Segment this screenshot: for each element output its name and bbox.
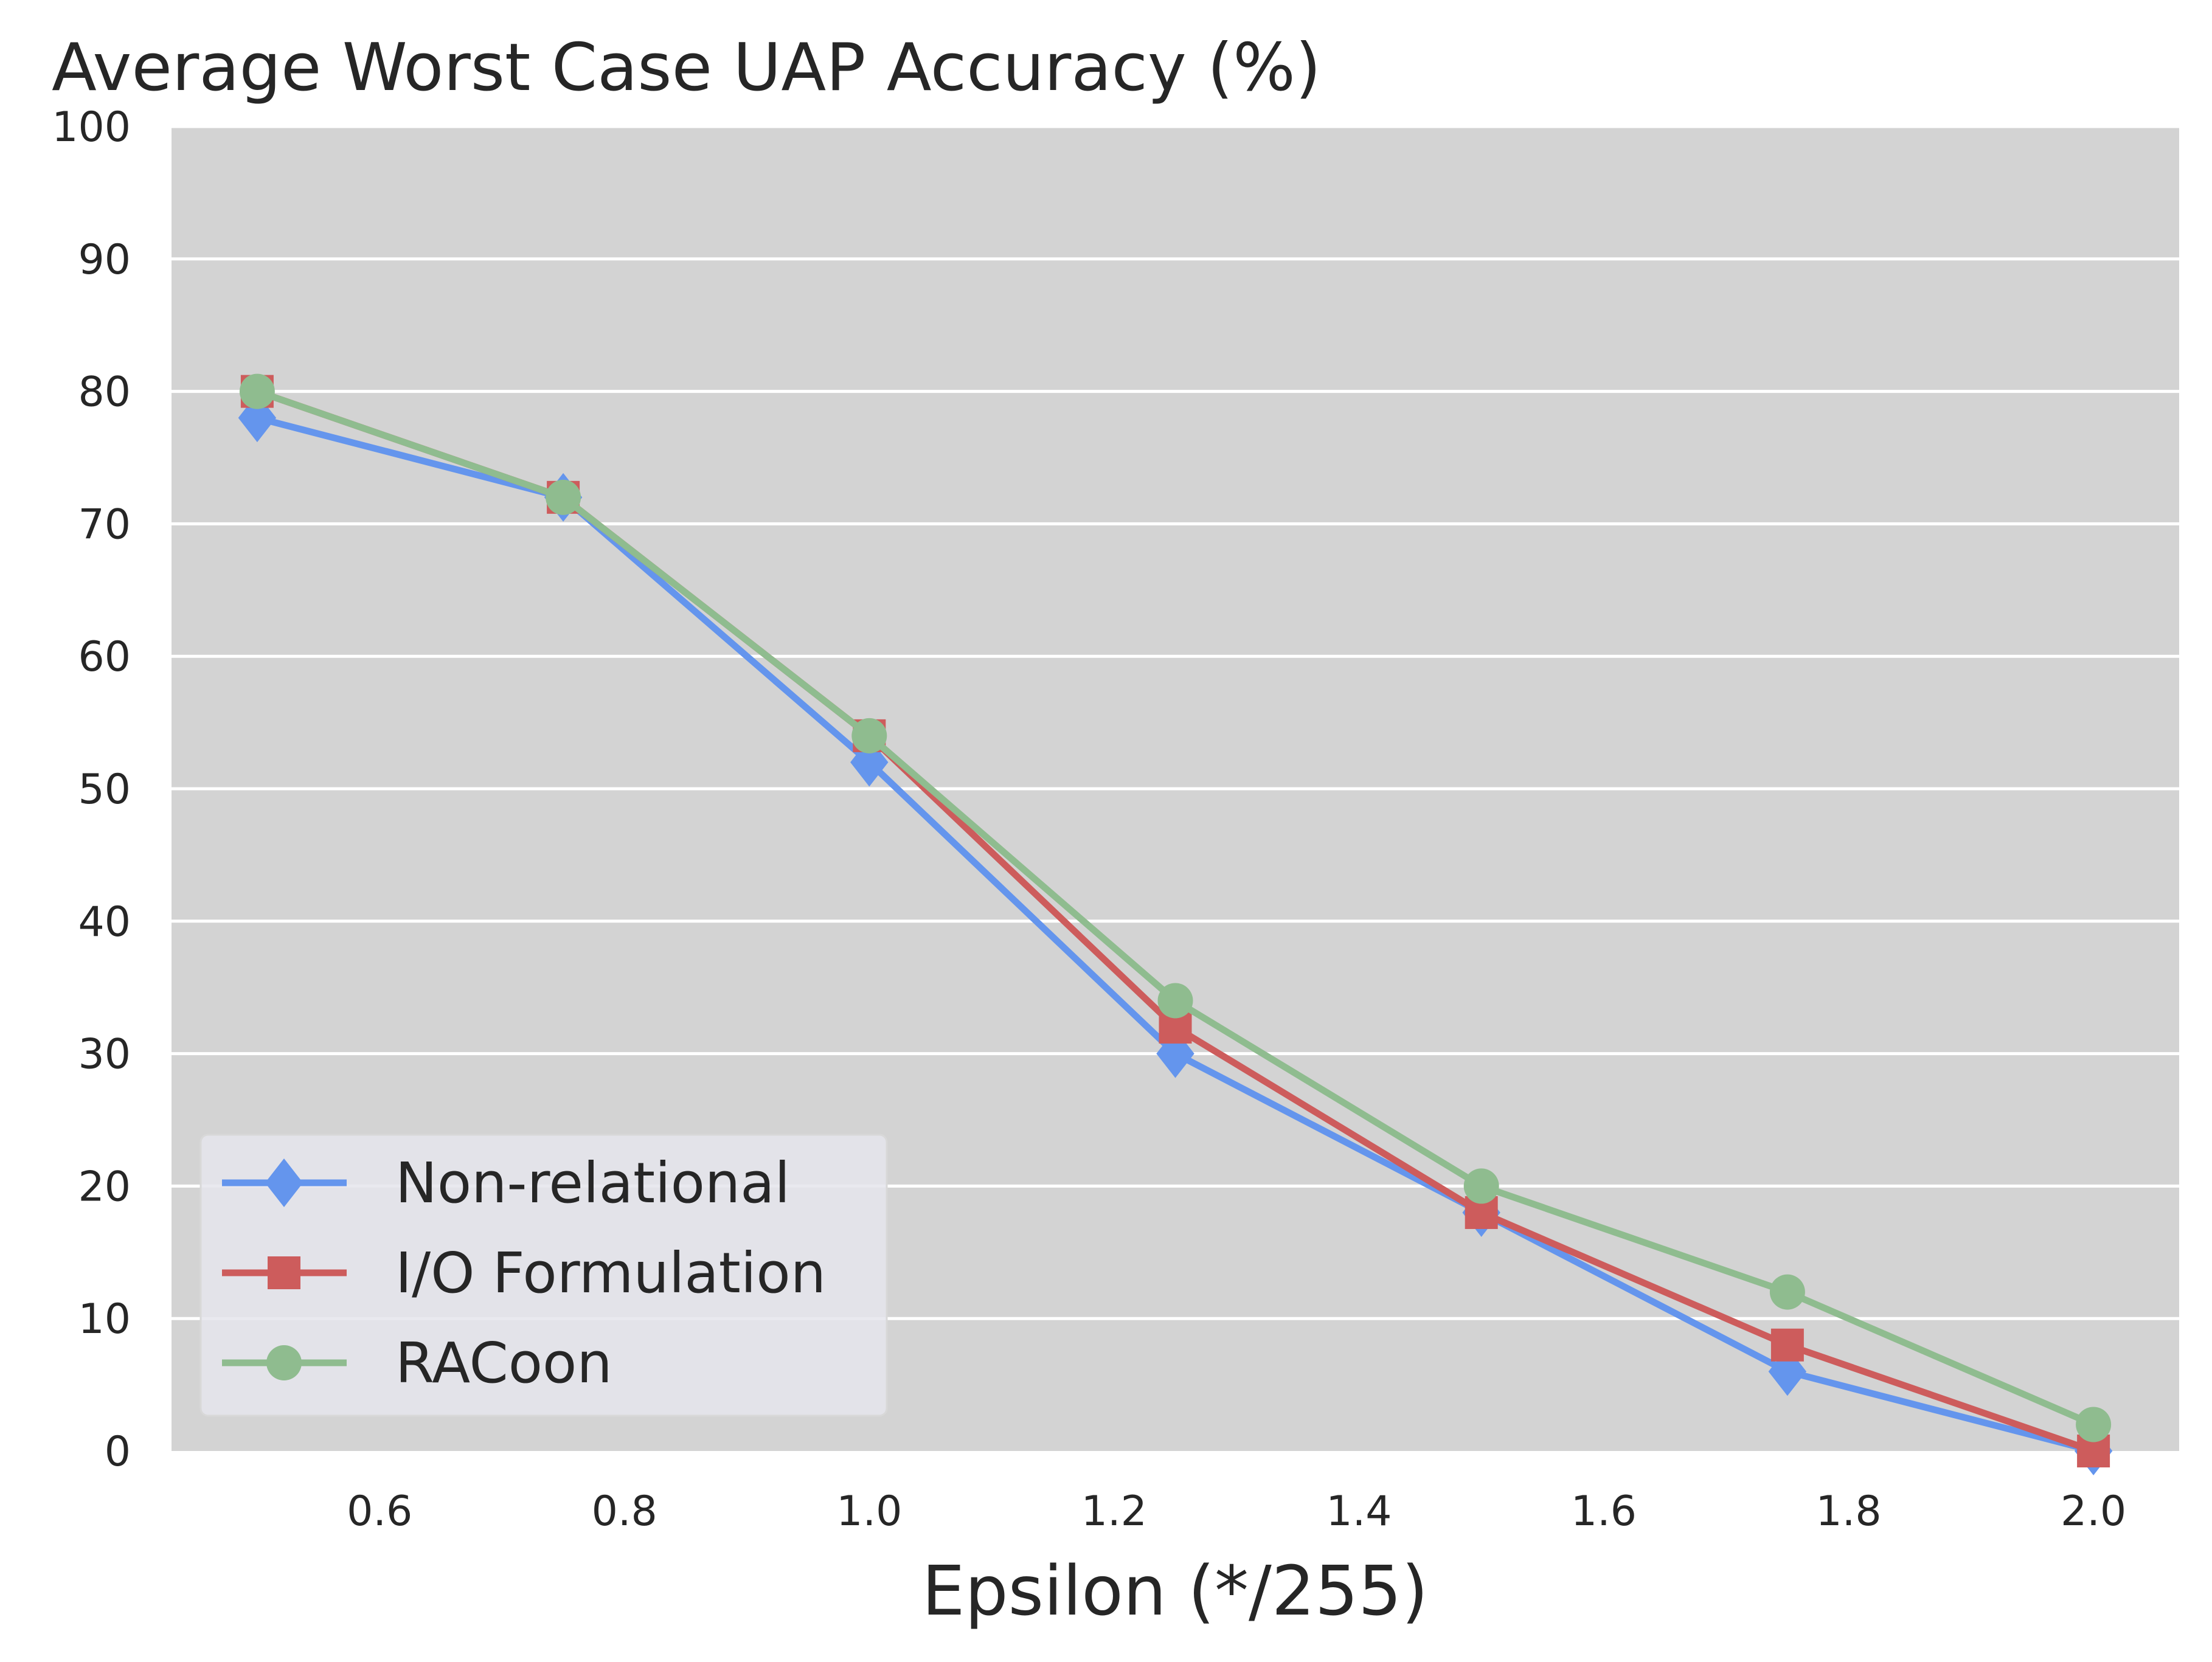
legend-marker	[265, 1158, 303, 1207]
x-axis-label: Epsilon (*/255)	[922, 1552, 1428, 1631]
y-tick-label: 40	[78, 898, 131, 946]
x-tick-label: 1.0	[836, 1487, 902, 1536]
data-point	[546, 479, 581, 515]
chart-title: Average Worst Case UAP Accuracy (%)	[52, 30, 1321, 106]
x-tick-label: 2.0	[2061, 1487, 2126, 1536]
y-tick-label: 70	[78, 500, 131, 549]
legend-marker	[268, 1256, 300, 1289]
y-tick-label: 50	[78, 766, 131, 814]
y-tick-label: 20	[78, 1163, 131, 1211]
series-racoon	[239, 373, 2112, 1442]
x-tick-label: 0.6	[347, 1487, 412, 1536]
y-tick-label: 0	[105, 1428, 131, 1476]
data-point	[1157, 983, 1193, 1019]
legend-label: RACoon	[395, 1331, 612, 1396]
y-tick-label: 100	[52, 103, 131, 151]
data-point	[239, 373, 275, 409]
y-tick-label: 80	[78, 369, 131, 417]
legend-label: Non-relational	[395, 1151, 790, 1216]
x-tick-label: 0.8	[592, 1487, 657, 1536]
x-tick-label: 1.8	[1815, 1487, 1881, 1536]
x-axis-ticks: 0.6 0.8 1.0 1.2 1.4 1.6 1.8 2.0	[347, 1487, 2126, 1536]
legend-item: Non-relational	[222, 1151, 790, 1216]
y-tick-label: 10	[78, 1295, 131, 1343]
y-tick-label: 30	[78, 1031, 131, 1079]
series-group	[238, 373, 2113, 1475]
data-point	[1770, 1328, 1804, 1362]
x-tick-label: 1.6	[1571, 1487, 1637, 1536]
data-point	[2076, 1407, 2112, 1442]
y-tick-label: 60	[78, 633, 131, 681]
legend-item: RACoon	[222, 1331, 612, 1396]
x-tick-label: 1.2	[1081, 1487, 1147, 1536]
legend-marker	[266, 1345, 302, 1380]
data-point	[1769, 1274, 1805, 1310]
legend-label: I/O Formulation	[395, 1241, 826, 1306]
legend-item: I/O Formulation	[222, 1241, 826, 1306]
data-point	[1463, 1168, 1499, 1204]
y-axis-ticks: 0 10 20 30 40 50 60 70 80 90 100	[52, 103, 131, 1476]
y-tick-label: 90	[78, 236, 131, 284]
data-point	[851, 718, 887, 753]
legend-box	[199, 1134, 888, 1417]
x-tick-label: 1.4	[1326, 1487, 1392, 1536]
legend: Non-relational I/O Formulation RACoon	[199, 1134, 888, 1417]
